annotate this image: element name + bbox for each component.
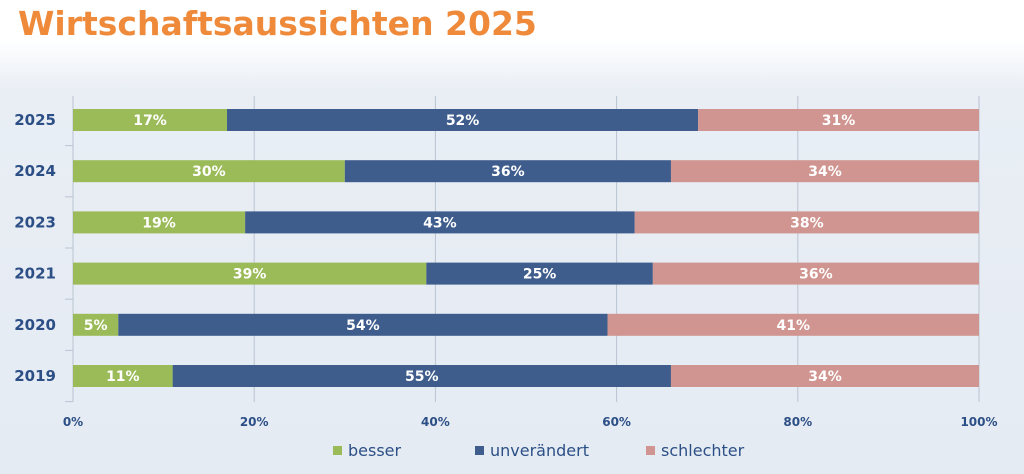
gridlines <box>72 96 980 402</box>
bar-segment <box>227 109 699 131</box>
bar-segment <box>344 160 671 183</box>
y-tick-label: 2024 <box>14 162 56 180</box>
bar-segment <box>73 365 173 387</box>
x-tick-label: 80% <box>783 415 812 429</box>
data-label: 30% <box>192 164 226 180</box>
y-tick-label: 2023 <box>14 213 56 231</box>
data-label: 52% <box>446 113 480 129</box>
x-tick-label: 0% <box>63 415 83 429</box>
bar-segment <box>73 313 119 336</box>
x-tick-label: 40% <box>421 415 450 429</box>
bar-segment <box>73 211 246 234</box>
data-labels: 17% 52% 31% 30% 36% 34% 19% 43% 38% 39% 25% 36% 5% 54… <box>84 113 856 385</box>
data-label: 34% <box>808 369 842 385</box>
legend-label: unverändert <box>490 441 589 460</box>
data-label: 25% <box>523 267 557 283</box>
x-tick-label: 100% <box>960 415 997 429</box>
bar-segment <box>245 211 635 234</box>
data-label: 34% <box>808 164 842 180</box>
y-tick-label: 2019 <box>14 367 56 385</box>
legend-label: besser <box>348 441 402 460</box>
legend-label: schlechter <box>661 441 745 460</box>
bar-segment <box>73 109 228 131</box>
data-label: 5% <box>84 318 108 334</box>
y-axis: 2025 2024 2023 2021 2020 2019 <box>14 111 73 403</box>
x-axis: 0% 20% 40% 60% 80% 100% <box>63 415 998 429</box>
chart-title: Wirtschaftsaussichten 2025 <box>18 4 537 43</box>
data-label: 11% <box>106 369 140 385</box>
data-label: 55% <box>405 369 439 385</box>
y-tick-label: 2021 <box>14 265 56 283</box>
data-label: 36% <box>491 164 525 180</box>
bars <box>73 109 979 387</box>
x-tick-label: 20% <box>240 415 269 429</box>
legend-swatch <box>333 446 342 455</box>
data-label: 38% <box>790 215 824 231</box>
bar-segment <box>670 160 979 183</box>
bar-segment <box>172 365 671 387</box>
data-label: 36% <box>799 267 833 283</box>
data-label: 39% <box>233 267 267 283</box>
data-label: 31% <box>822 113 856 129</box>
data-label: 43% <box>423 215 457 231</box>
legend-swatch <box>646 446 655 455</box>
data-label: 41% <box>777 318 811 334</box>
bar-segment <box>698 109 979 131</box>
bar-segment <box>652 262 979 285</box>
data-label: 19% <box>142 215 176 231</box>
legend-swatch <box>475 446 484 455</box>
y-tick-label: 2020 <box>14 316 56 334</box>
bar-segment <box>426 262 653 285</box>
data-label: 17% <box>133 113 167 129</box>
data-label: 54% <box>346 318 380 334</box>
bar-segment <box>73 262 427 285</box>
x-tick-label: 60% <box>602 415 631 429</box>
y-tick-label: 2025 <box>14 111 56 129</box>
legend: besser unverändert schlechter <box>333 441 745 460</box>
bar-segment <box>118 313 608 336</box>
bar-segment <box>73 160 345 183</box>
bar-segment <box>607 313 979 336</box>
bar-segment <box>634 211 979 234</box>
bar-segment <box>670 365 979 387</box>
